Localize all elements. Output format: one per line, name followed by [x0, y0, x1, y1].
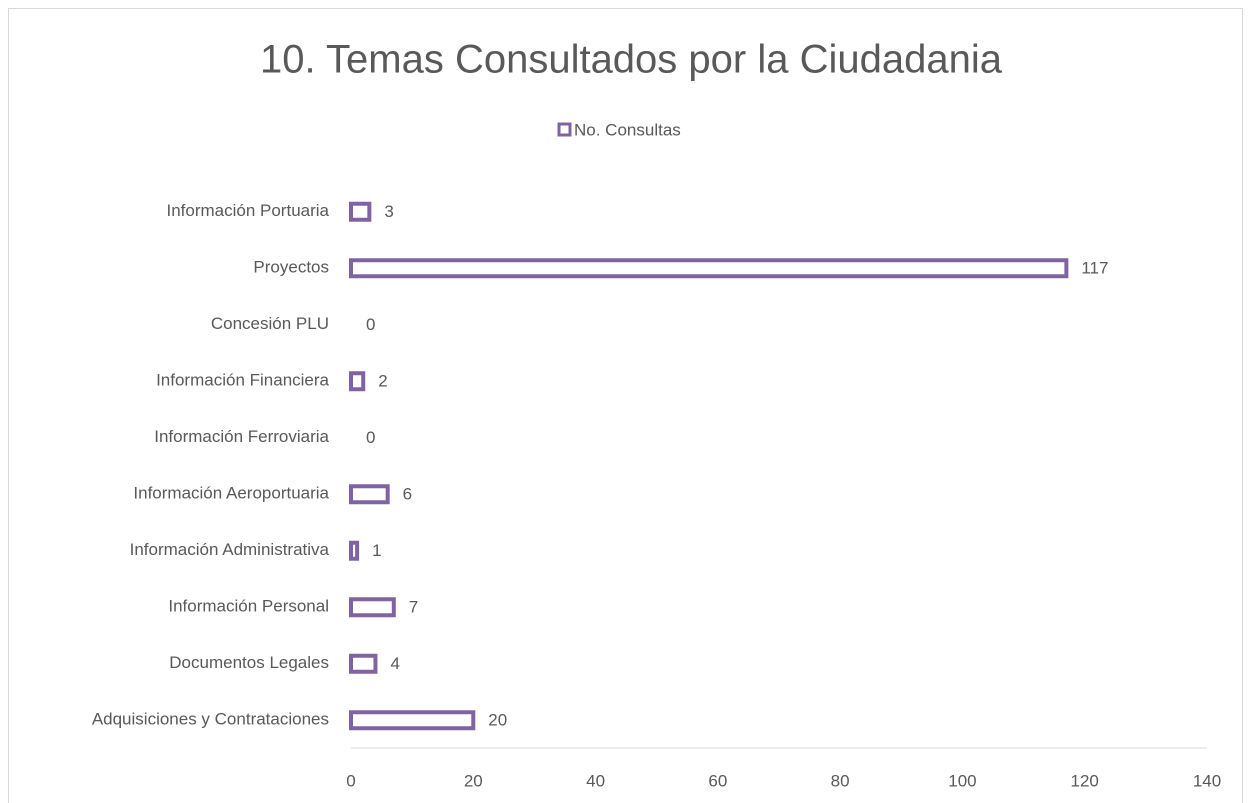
bar [349, 258, 1069, 279]
bar [349, 201, 372, 222]
x-tick-label: 40 [586, 771, 605, 790]
value-label: 20 [488, 711, 507, 730]
y-tick-label: Proyectos [253, 258, 329, 277]
bar [349, 710, 476, 731]
value-label: 7 [409, 598, 418, 617]
value-label: 3 [384, 202, 393, 221]
bar [349, 653, 378, 674]
value-label: 117 [1081, 259, 1108, 278]
y-tick-label: Información Financiera [156, 371, 329, 390]
chart-title: 10. Temas Consultados por la Ciudadania [260, 38, 1003, 82]
value-label: 6 [403, 485, 412, 504]
value-label: 0 [366, 428, 375, 447]
x-tick-label: 100 [948, 771, 976, 790]
legend-label: No. Consultas [574, 120, 681, 139]
bar [349, 540, 360, 561]
y-tick-label: Información Administrativa [130, 540, 330, 559]
y-tick-label: Información Portuaria [166, 201, 329, 220]
bar [349, 371, 366, 392]
y-tick-label: Concesión PLU [211, 314, 329, 333]
x-tick-label: 80 [831, 771, 850, 790]
x-tick-label: 0 [346, 771, 355, 790]
x-tick-label: 140 [1193, 771, 1221, 790]
x-tick-label: 120 [1071, 771, 1099, 790]
value-label: 1 [372, 541, 381, 560]
x-tick-label: 20 [464, 771, 483, 790]
bar [349, 597, 396, 618]
value-label: 2 [378, 372, 387, 391]
value-label: 4 [390, 654, 399, 673]
y-tick-label: Documentos Legales [169, 653, 329, 672]
y-tick-label: Información Ferroviaria [154, 427, 329, 446]
legend-swatch [557, 122, 572, 137]
bar [349, 484, 390, 505]
value-label: 0 [366, 315, 375, 334]
y-tick-label: Información Personal [168, 597, 329, 616]
y-tick-label: Información Aeroportuaria [133, 484, 329, 503]
y-tick-label: Adquisiciones y Contrataciones [92, 710, 329, 729]
chart-border [8, 8, 1243, 803]
x-tick-label: 60 [708, 771, 727, 790]
